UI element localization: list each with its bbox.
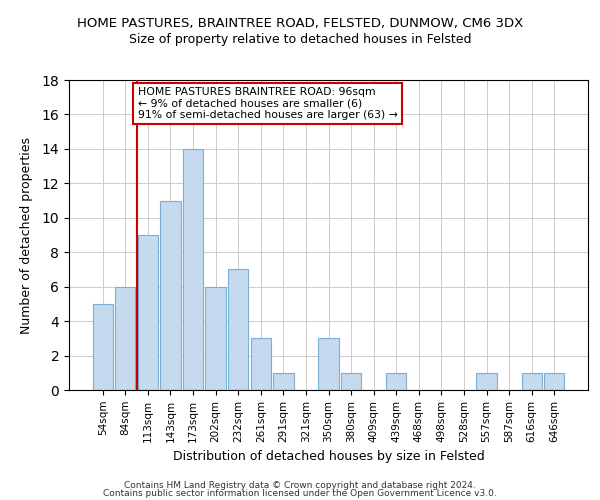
- X-axis label: Distribution of detached houses by size in Felsted: Distribution of detached houses by size …: [173, 450, 484, 463]
- Bar: [544, 373, 565, 390]
- Text: Size of property relative to detached houses in Felsted: Size of property relative to detached ho…: [129, 32, 471, 46]
- Bar: [228, 270, 248, 390]
- Bar: [205, 286, 226, 390]
- Text: Contains HM Land Registry data © Crown copyright and database right 2024.: Contains HM Land Registry data © Crown c…: [124, 480, 476, 490]
- Bar: [476, 373, 497, 390]
- Bar: [386, 373, 406, 390]
- Bar: [160, 200, 181, 390]
- Text: HOME PASTURES BRAINTREE ROAD: 96sqm
← 9% of detached houses are smaller (6)
91% : HOME PASTURES BRAINTREE ROAD: 96sqm ← 9%…: [138, 87, 398, 120]
- Bar: [273, 373, 293, 390]
- Bar: [92, 304, 113, 390]
- Bar: [341, 373, 361, 390]
- Bar: [183, 149, 203, 390]
- Bar: [115, 286, 136, 390]
- Bar: [319, 338, 338, 390]
- Text: Contains public sector information licensed under the Open Government Licence v3: Contains public sector information licen…: [103, 489, 497, 498]
- Bar: [521, 373, 542, 390]
- Bar: [138, 235, 158, 390]
- Y-axis label: Number of detached properties: Number of detached properties: [20, 136, 33, 334]
- Bar: [251, 338, 271, 390]
- Text: HOME PASTURES, BRAINTREE ROAD, FELSTED, DUNMOW, CM6 3DX: HOME PASTURES, BRAINTREE ROAD, FELSTED, …: [77, 18, 523, 30]
